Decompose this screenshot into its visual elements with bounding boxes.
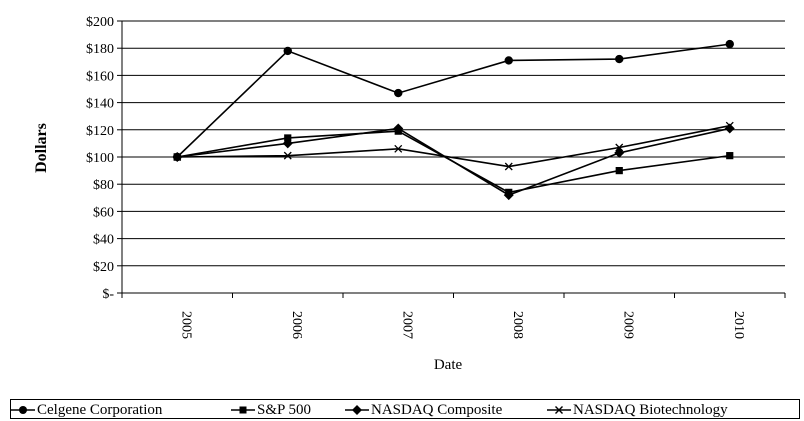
square-marker-icon [231, 406, 255, 414]
data-point [394, 88, 403, 98]
y-tick-label: $120 [86, 124, 114, 139]
line-chart: $- $20 $40 $60 $80 $100 $120 $140 $160 $180 $200 2… [33, 15, 786, 373]
data-point [503, 190, 514, 201]
circle-marker-icon [11, 406, 35, 414]
x-tick-label: 2009 [620, 311, 635, 339]
data-point [615, 143, 624, 152]
data-point [393, 123, 404, 134]
data-point [725, 121, 734, 130]
data-point [283, 46, 292, 56]
x-marker-icon [547, 406, 571, 414]
y-tick-label: $160 [86, 69, 114, 84]
series-line [176, 43, 730, 158]
series-group [172, 39, 735, 201]
y-tick-label: $20 [93, 260, 114, 275]
series-3 [172, 123, 735, 201]
data-point [504, 162, 513, 171]
axes [117, 20, 786, 298]
x-tick-label: 2010 [731, 311, 746, 339]
y-tick-label: $40 [93, 233, 114, 248]
legend: Celgene Corporation S&P 500 NASDAQ Compo… [10, 399, 800, 419]
y-tick-label: $180 [86, 42, 114, 57]
x-tick-label: 2006 [289, 311, 304, 339]
data-point [615, 167, 623, 175]
data-point [615, 54, 624, 64]
series-line [177, 124, 730, 168]
y-tick-label: $- [102, 287, 114, 302]
diamond-marker-icon [345, 405, 369, 415]
x-tick-labels: 2005 2006 2007 2008 2009 2010 [178, 311, 746, 339]
y-tick-labels: $- $20 $40 $60 $80 $100 $120 $140 $160 $180 $200 [86, 15, 114, 302]
y-tick-label: $140 [86, 97, 114, 112]
x-tick-label: 2007 [399, 311, 414, 339]
x-axis-title: Date [434, 357, 463, 373]
legend-label: NASDAQ Biotechnology [573, 402, 728, 418]
y-tick-label: $60 [93, 205, 114, 220]
series-line [177, 127, 730, 196]
x-tick-label: 2005 [178, 311, 193, 339]
x-tick-label: 2008 [510, 311, 525, 339]
gridlines [122, 20, 785, 267]
data-point [283, 151, 292, 160]
y-tick-label: $100 [86, 151, 114, 166]
legend-label: NASDAQ Composite [371, 402, 503, 418]
data-point [173, 153, 182, 161]
data-point [726, 152, 734, 160]
y-axis-title: Dollars [33, 123, 50, 173]
y-tick-label: $80 [93, 178, 114, 193]
legend-label: Celgene Corporation [37, 402, 163, 418]
data-point [282, 138, 293, 149]
data-point [394, 144, 403, 153]
y-tick-label: $200 [86, 15, 114, 30]
legend-label: S&P 500 [257, 402, 312, 418]
data-point [725, 39, 734, 49]
data-point [284, 134, 292, 142]
data-point [504, 56, 513, 65]
data-point [614, 147, 625, 158]
series-4 [173, 121, 734, 171]
